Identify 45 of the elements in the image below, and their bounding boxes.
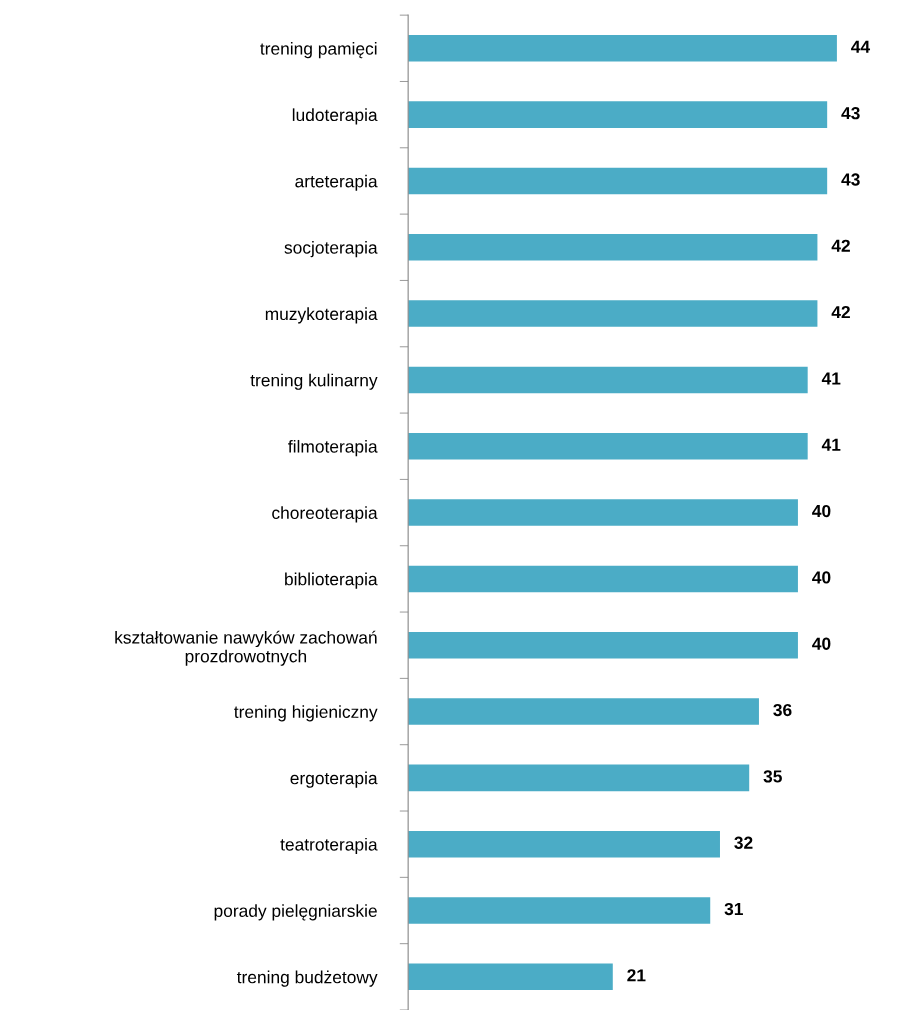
bar (408, 432, 808, 460)
y-tick-label: trening pamięci (260, 42, 377, 59)
y-tick-label: kształtowanie nawyków zachowań prozdrowotnych (115, 630, 377, 666)
bar (408, 234, 818, 261)
data-label: 40 (812, 637, 831, 650)
data-label: 43 (841, 173, 860, 186)
data-label: 43 (841, 107, 860, 120)
y-tick-label: ergoterapia (290, 771, 378, 788)
data-label: 40 (812, 571, 831, 584)
bar (408, 764, 750, 792)
data-label: 41 (821, 372, 841, 385)
data-label: 32 (734, 836, 753, 849)
y-tick-label: trening budżetowy (236, 970, 378, 987)
y-tick-label: trening kulinarny (250, 373, 378, 390)
bar (408, 897, 711, 924)
data-label: 21 (627, 969, 646, 982)
y-tick-label: filmoterapia (288, 439, 378, 457)
y-tick-label: biblioterapia (285, 572, 378, 589)
y-tick-label: socjoterapia (284, 240, 378, 258)
y-tick-label: trening higieniczny (234, 705, 378, 722)
data-label: 41 (821, 438, 841, 451)
bar (408, 366, 808, 394)
bar (408, 963, 613, 991)
y-tick-label: muzykoterapia (265, 307, 378, 324)
data-label: 44 (851, 40, 871, 53)
data-label: 42 (831, 239, 850, 252)
bar (408, 698, 759, 725)
y-tick-label: ludoterapia (292, 108, 378, 125)
bar (408, 300, 818, 327)
bar (408, 101, 828, 128)
bar (408, 631, 798, 659)
bar (408, 499, 798, 526)
y-tick-label: arteterapia (295, 174, 378, 191)
bar (408, 35, 837, 62)
bar (408, 830, 720, 858)
y-tick-label: porady pielęgniarskie (214, 904, 377, 921)
data-label: 35 (763, 770, 782, 783)
bar (408, 565, 798, 593)
data-label: 36 (773, 703, 792, 717)
data-label: 40 (812, 504, 831, 518)
bar (408, 167, 828, 195)
data-label: 31 (724, 902, 743, 916)
y-tick-label: teatroterapia (280, 837, 378, 855)
data-label: 42 (831, 305, 850, 319)
y-tick-label: choreoterapia (272, 506, 378, 523)
